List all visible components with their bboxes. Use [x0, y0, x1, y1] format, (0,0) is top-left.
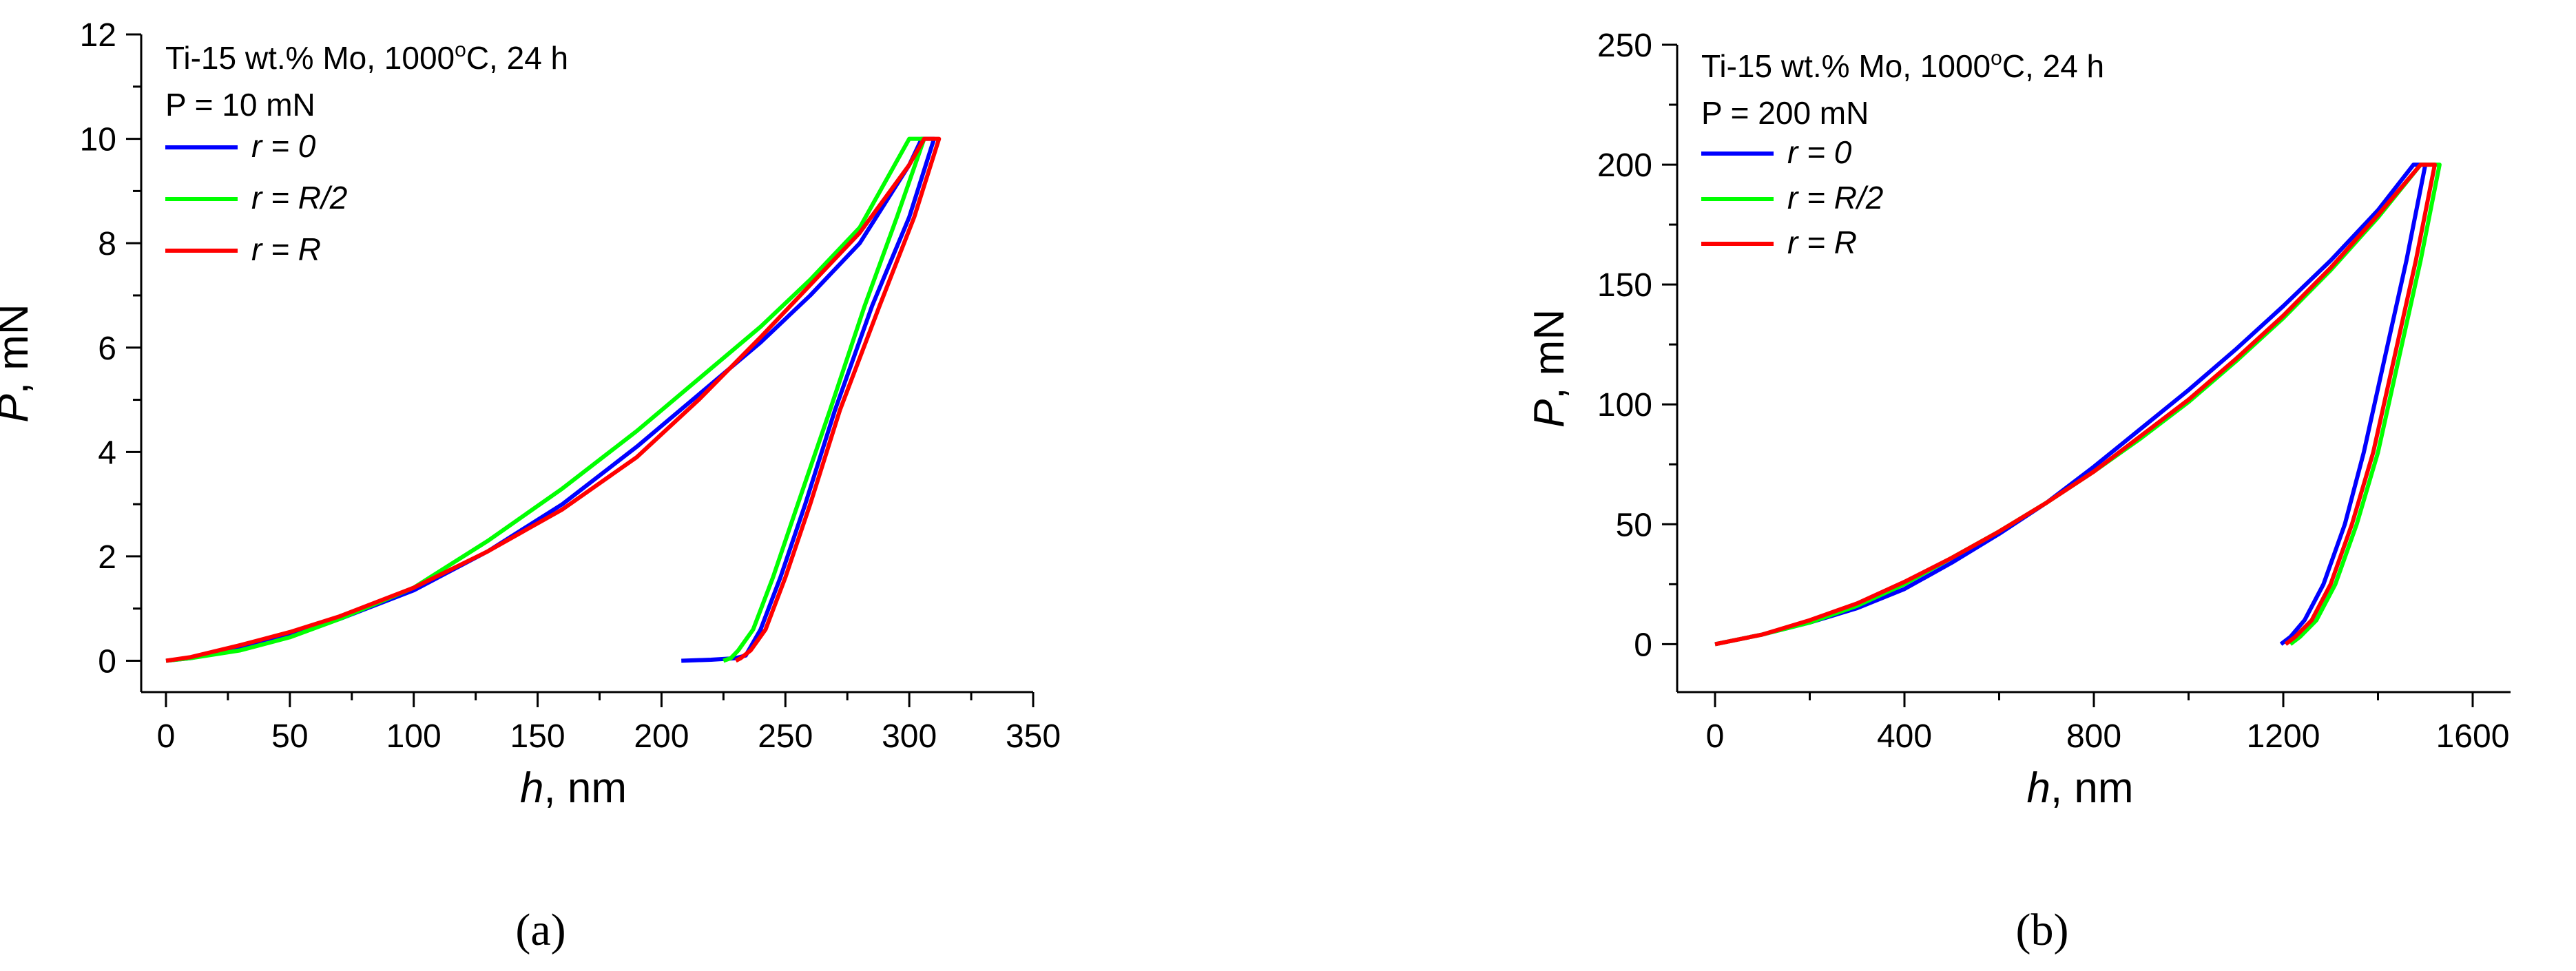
y-tick-label: 250 [1597, 28, 1652, 64]
panel-label-a: (a) [515, 905, 565, 955]
annotation-load: P = 200 mN [1701, 95, 1869, 131]
y-tick-label: 0 [98, 644, 116, 680]
y-tick-label: 10 [80, 122, 116, 158]
series-line [1714, 163, 2428, 647]
x-tick-label: 50 [271, 718, 308, 755]
y-tick-label: 200 [1597, 147, 1652, 184]
y-tick-label: 2 [98, 539, 116, 576]
y-tick-label: 100 [1597, 387, 1652, 424]
x-tick-label: 150 [510, 718, 565, 755]
x-tick-label: 100 [386, 718, 442, 755]
x-tick-label: 800 [2066, 718, 2121, 755]
x-tick-label: 0 [157, 718, 176, 755]
y-tick-label: 4 [98, 435, 116, 471]
legend-label: r = R/2 [1787, 180, 1883, 216]
x-tick-label: 0 [1706, 718, 1725, 755]
y-tick-label: 50 [1616, 507, 1652, 543]
x-tick-label: 200 [634, 718, 689, 755]
legend-label: r = R [1787, 225, 1857, 260]
y-tick-label: 0 [1634, 627, 1652, 663]
x-tick-label: 1600 [2436, 718, 2510, 755]
legend-label: r = 0 [1787, 134, 1852, 170]
x-tick-label: 1200 [2247, 718, 2320, 755]
x-tick-label: 300 [882, 718, 937, 755]
x-tick-label: 250 [758, 718, 813, 755]
legend-label: r = R [251, 231, 321, 267]
series-line [165, 136, 942, 663]
x-axis-label: h, nm [2026, 764, 2133, 812]
y-tick-label: 150 [1597, 267, 1652, 304]
legend-label: r = R/2 [251, 180, 347, 216]
y-axis-label: P, mN [0, 304, 37, 422]
annotation-condition: Ti-15 wt.% Mo, 1000oC, 24 h [1701, 47, 2104, 84]
series-line [1714, 163, 2437, 647]
annotation-condition: Ti-15 wt.% Mo, 1000oC, 24 h [165, 39, 568, 76]
y-axis-label: P, mN [1526, 309, 1573, 428]
series-line [165, 136, 926, 663]
legend-label: r = 0 [251, 128, 316, 164]
y-tick-label: 8 [98, 226, 116, 262]
panel-label-b: (b) [2016, 905, 2069, 955]
chart-panel-b: 0 400 800 1200 1600 0 50 100 150 200 250 h, nm P, mN… [1526, 28, 2511, 812]
series-line [165, 136, 937, 663]
x-tick-label: 400 [1877, 718, 1932, 755]
x-axis-label: h, nm [520, 764, 627, 812]
x-tick-label: 350 [1006, 718, 1061, 755]
y-tick-label: 6 [98, 331, 116, 367]
annotation-load: P = 10 mN [165, 87, 315, 123]
chart-panel-a: 0 50 100 150 200 250 300 350 0 2 4 6 8 10 12 h, nm P, mN… [0, 17, 1061, 812]
y-tick-label: 12 [80, 17, 116, 54]
